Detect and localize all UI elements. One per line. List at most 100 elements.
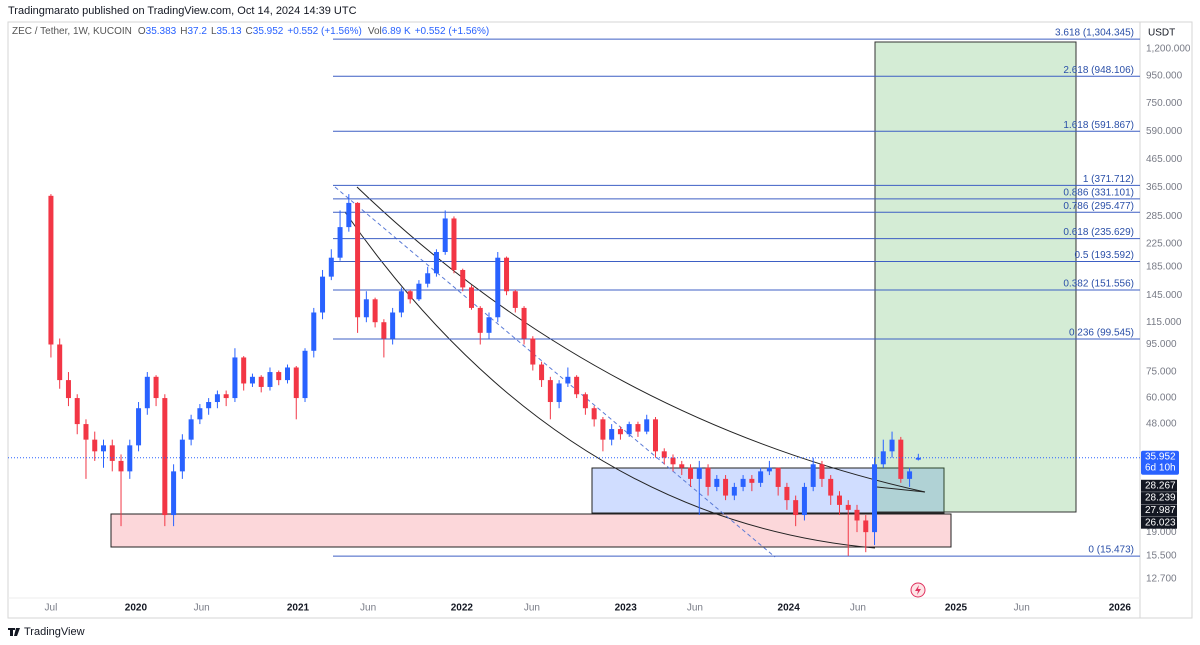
legend-low: 35.13 (217, 26, 242, 37)
candle-body (696, 467, 702, 479)
candle-body (293, 367, 299, 399)
candle-body (609, 429, 615, 440)
y-tick-label: 465.000 (1146, 154, 1183, 165)
candle-body (109, 445, 115, 461)
candle-body (267, 372, 273, 387)
candle-body (740, 478, 746, 487)
fib-label: 0.5 (193.592) (1075, 250, 1135, 261)
candle-body (819, 464, 825, 479)
x-tick-label: Jun (687, 603, 703, 614)
candle-body (302, 350, 308, 399)
candle-body (854, 509, 860, 521)
candle-body (863, 520, 869, 533)
fib-label: 0.786 (295.477) (1063, 201, 1134, 212)
logo (8, 628, 20, 636)
candle-body (372, 299, 378, 323)
candle-body (179, 439, 185, 472)
candle-body (915, 457, 921, 460)
candle-body (398, 291, 404, 313)
candle-body (828, 478, 834, 496)
candle-body (898, 439, 904, 479)
legend-c: C (246, 26, 253, 37)
fib-label: 3.618 (1,304.345) (1055, 28, 1134, 39)
candle-body (600, 419, 606, 440)
candle-body (206, 402, 212, 409)
y-tick-label: 185.000 (1146, 261, 1183, 272)
trend-line (334, 186, 776, 558)
candle-body (661, 451, 667, 458)
candle-body (232, 357, 238, 399)
candle-body (433, 252, 439, 274)
price-label-bg (1141, 492, 1177, 505)
fib-label: 2.618 (948.106) (1063, 65, 1134, 76)
candle-body (407, 291, 413, 300)
candle-body (723, 478, 729, 496)
legend-vol-change: +0.552 (+1.56%) (415, 26, 490, 37)
y-tick-label: 115.000 (1146, 317, 1182, 328)
price-tag-countdown: 6d 10h (1145, 462, 1176, 473)
y-tick-label: 750.000 (1146, 98, 1183, 109)
candle-body (582, 394, 588, 409)
x-tick-label: 2026 (1109, 603, 1132, 614)
legend-symbol: ZEC / Tether, 1W, KUCOIN (12, 26, 132, 37)
candle-body (442, 218, 448, 253)
candle-body (311, 312, 317, 351)
short-line (876, 486, 926, 493)
price-label-bg (1141, 504, 1177, 517)
candle-body (346, 202, 352, 228)
candle-body (425, 273, 431, 284)
x-tick-label: 2023 (615, 603, 638, 614)
price-label: 26.023 (1145, 517, 1176, 528)
price-label: 28.239 (1145, 493, 1176, 504)
y-tick-label: 950.000 (1146, 71, 1183, 82)
candle-body (591, 408, 597, 420)
candle-body (83, 424, 89, 440)
candle-body (214, 394, 220, 403)
candle-body (889, 439, 895, 452)
candle-body (451, 218, 457, 270)
fib-label: 0.618 (235.629) (1063, 227, 1134, 238)
candle-body (907, 471, 913, 479)
legend-change: +0.552 (+1.56%) (287, 26, 362, 37)
event-icon-bolt (915, 585, 921, 595)
x-tick-label: Jun (524, 603, 540, 614)
candle-body (530, 338, 536, 365)
candle-body (320, 276, 326, 313)
candle-body (258, 376, 264, 387)
candle-body (495, 257, 501, 318)
x-tick-label: Jul (45, 603, 58, 614)
y-tick-label: 15.500 (1146, 551, 1177, 562)
price-label: 28.267 (1145, 480, 1176, 491)
candle-body (512, 291, 518, 308)
candle-body (328, 257, 334, 277)
y-tick-label: 590.000 (1146, 126, 1183, 137)
fib-label: 1.618 (591.867) (1063, 120, 1134, 131)
candle-body (670, 457, 676, 465)
header: Tradingmarato published on TradingView.c… (8, 5, 357, 17)
fib-label: 0.886 (331.101) (1063, 188, 1134, 199)
candle-body (749, 478, 755, 483)
fib-label: 0.382 (151.556) (1063, 279, 1134, 290)
y-tick-label: 19.000 (1146, 527, 1177, 538)
candle-body (547, 380, 553, 403)
footer: TradingView (24, 626, 85, 638)
legend-high: 37.2 (187, 26, 207, 37)
candle-body (504, 257, 510, 292)
candle-body (477, 307, 483, 333)
price-label: 27.987 (1145, 505, 1176, 516)
candle-body (188, 419, 194, 440)
candle-body (644, 419, 650, 432)
x-tick-label: Jun (1014, 603, 1030, 614)
x-tick-label: Jun (194, 603, 210, 614)
candle-body (688, 467, 694, 479)
candle-body (337, 227, 343, 258)
candle-body (521, 307, 527, 339)
candle-body (355, 202, 361, 318)
fib-label: 0 (15.473) (1088, 545, 1134, 556)
legend-o: O (138, 26, 146, 37)
fib-label: 1 (371.712) (1083, 174, 1134, 185)
candle-body (652, 419, 658, 452)
legend-h: H (180, 26, 187, 37)
